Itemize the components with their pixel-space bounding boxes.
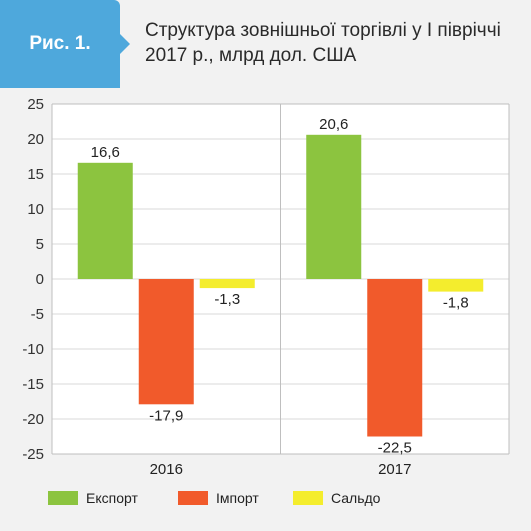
legend-swatch — [178, 491, 208, 505]
y-tick-label: -10 — [22, 341, 44, 358]
legend-swatch — [293, 491, 323, 505]
y-tick-label: 0 — [36, 271, 44, 288]
data-label: 20,6 — [319, 116, 348, 133]
data-label: 16,6 — [91, 144, 120, 161]
chart-title: Структура зовнішньої торгівлі у І півріч… — [145, 18, 525, 68]
bar — [428, 279, 484, 292]
bar-chart: 25 20 15 10 5 0 -5 -10 -15 -20 -25 16,6 -17,9 -1,3 201… — [22, 96, 510, 506]
y-tick-label: 20 — [27, 131, 44, 148]
y-tick-label: 10 — [27, 201, 44, 218]
bar — [77, 162, 133, 279]
y-tick-label: -20 — [22, 411, 44, 428]
data-label: -1,8 — [443, 295, 469, 312]
chart-title-line-2: 2017 р., млрд дол. США — [145, 45, 357, 66]
legend-label: Сальдо — [331, 490, 381, 506]
bar — [306, 134, 362, 279]
legend-label: Імпорт — [216, 490, 259, 506]
data-label: -1,3 — [214, 291, 240, 308]
data-label: -22,5 — [378, 440, 412, 457]
y-tick-label: -15 — [22, 376, 44, 393]
y-tick-label: 25 — [27, 96, 44, 113]
legend-label: Експорт — [86, 490, 138, 506]
bar — [367, 279, 423, 437]
legend-swatch — [48, 491, 78, 505]
chart-title-line-1: Структура зовнішньої торгівлі у І півріч… — [145, 20, 501, 41]
y-tick-label: 5 — [36, 236, 44, 253]
bar — [199, 279, 255, 289]
bar — [138, 279, 194, 405]
data-label: -17,9 — [149, 407, 183, 424]
x-tick-label: 2017 — [378, 461, 411, 478]
y-tick-label: 15 — [27, 166, 44, 183]
y-tick-label: -25 — [22, 446, 44, 463]
chart-area: 25 20 15 10 5 0 -5 -10 -15 -20 -25 16,6 -17,9 -1,3 201… — [0, 88, 531, 531]
figure-badge: Рис. 1. — [0, 0, 130, 88]
figure-header: Рис. 1. Структура зовнішньої торгівлі у … — [0, 0, 531, 88]
figure-number: Рис. 1. — [29, 33, 91, 54]
y-tick-label: -5 — [31, 306, 44, 323]
x-tick-label: 2016 — [150, 461, 183, 478]
